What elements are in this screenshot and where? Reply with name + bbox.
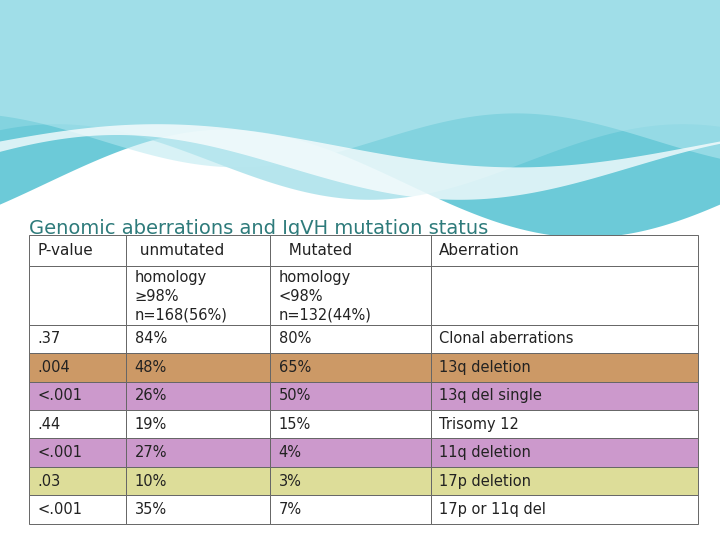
- Text: Clonal aberrations: Clonal aberrations: [439, 332, 574, 347]
- Bar: [431, 410, 698, 438]
- Bar: [126, 438, 270, 467]
- Text: 13q deletion: 13q deletion: [439, 360, 531, 375]
- Bar: [29, 325, 126, 353]
- Text: 17p or 11q del: 17p or 11q del: [439, 502, 546, 517]
- Text: 48%: 48%: [135, 360, 167, 375]
- Bar: [270, 325, 431, 353]
- Polygon shape: [0, 0, 720, 238]
- Text: 10%: 10%: [135, 474, 167, 489]
- Bar: [270, 266, 431, 325]
- Text: <.001: <.001: [37, 502, 83, 517]
- Polygon shape: [0, 124, 720, 200]
- Bar: [270, 438, 431, 467]
- Bar: [29, 353, 126, 382]
- Text: 26%: 26%: [135, 388, 167, 403]
- Text: Genomic aberrations and IgVH mutation status: Genomic aberrations and IgVH mutation st…: [29, 219, 488, 238]
- Bar: [431, 438, 698, 467]
- Bar: [29, 235, 126, 266]
- Text: .004: .004: [37, 360, 71, 375]
- Text: Mutated: Mutated: [279, 243, 351, 258]
- Bar: [431, 467, 698, 495]
- Bar: [270, 410, 431, 438]
- Text: <.001: <.001: [37, 445, 83, 460]
- Text: 4%: 4%: [279, 445, 302, 460]
- Text: 17p deletion: 17p deletion: [439, 474, 531, 489]
- Bar: [29, 467, 126, 495]
- Bar: [126, 353, 270, 382]
- Text: 7%: 7%: [279, 502, 302, 517]
- Text: Aberration: Aberration: [439, 243, 520, 258]
- Text: 13q del single: 13q del single: [439, 388, 542, 403]
- Text: homology
<98%
n=132(44%): homology <98% n=132(44%): [279, 270, 372, 322]
- Text: 3%: 3%: [279, 474, 302, 489]
- Bar: [126, 266, 270, 325]
- Text: .37: .37: [37, 332, 60, 347]
- Bar: [29, 382, 126, 410]
- Text: 80%: 80%: [279, 332, 311, 347]
- Text: 19%: 19%: [135, 417, 167, 432]
- Bar: [431, 266, 698, 325]
- Bar: [270, 467, 431, 495]
- Bar: [270, 382, 431, 410]
- Text: homology
≥98%
n=168(56%): homology ≥98% n=168(56%): [135, 270, 228, 322]
- Bar: [29, 266, 126, 325]
- Text: <.001: <.001: [37, 388, 83, 403]
- Polygon shape: [0, 0, 720, 167]
- Bar: [270, 495, 431, 524]
- Text: unmutated: unmutated: [135, 243, 224, 258]
- Text: Trisomy 12: Trisomy 12: [439, 417, 519, 432]
- Bar: [431, 382, 698, 410]
- Text: .03: .03: [37, 474, 60, 489]
- Polygon shape: [0, 0, 720, 200]
- Bar: [431, 325, 698, 353]
- Bar: [270, 353, 431, 382]
- Bar: [29, 495, 126, 524]
- Text: 65%: 65%: [279, 360, 311, 375]
- Bar: [431, 235, 698, 266]
- Bar: [270, 235, 431, 266]
- Bar: [126, 467, 270, 495]
- Text: 50%: 50%: [279, 388, 311, 403]
- Bar: [431, 495, 698, 524]
- Bar: [126, 495, 270, 524]
- Text: 35%: 35%: [135, 502, 167, 517]
- Bar: [126, 235, 270, 266]
- Text: P-value: P-value: [37, 243, 94, 258]
- Text: 15%: 15%: [279, 417, 311, 432]
- Bar: [29, 410, 126, 438]
- Text: 84%: 84%: [135, 332, 167, 347]
- Text: 27%: 27%: [135, 445, 167, 460]
- Bar: [126, 325, 270, 353]
- Text: 11q deletion: 11q deletion: [439, 445, 531, 460]
- Text: .44: .44: [37, 417, 60, 432]
- Bar: [29, 438, 126, 467]
- Bar: [126, 410, 270, 438]
- Bar: [126, 382, 270, 410]
- Bar: [431, 353, 698, 382]
